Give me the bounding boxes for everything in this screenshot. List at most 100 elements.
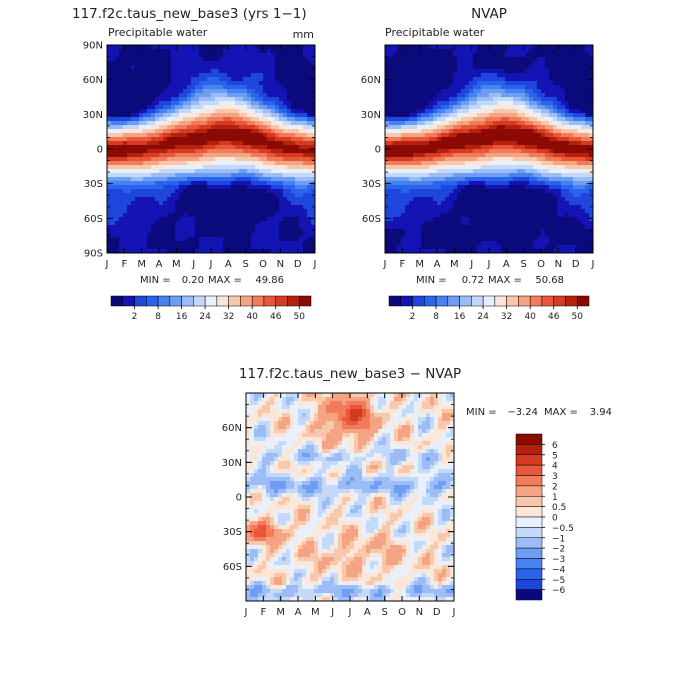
heat-cell <box>413 113 418 118</box>
heat-cell <box>489 77 494 82</box>
heat-cell <box>493 193 498 198</box>
heat-cell <box>429 149 434 154</box>
heat-cell <box>481 93 486 98</box>
heat-cell <box>405 249 410 253</box>
heat-cell <box>135 129 140 134</box>
heat-cell <box>243 89 248 94</box>
heat-cell <box>385 133 390 138</box>
heat-cell <box>155 73 160 78</box>
heat-cell <box>445 125 450 130</box>
heat-cell <box>127 241 132 246</box>
heat-cell <box>303 165 308 170</box>
heat-cell <box>537 81 542 86</box>
heat-cell <box>417 189 422 194</box>
heat-cell <box>275 113 280 118</box>
heat-cell <box>453 73 458 78</box>
heat-cell <box>159 213 164 218</box>
heat-cell <box>469 165 474 170</box>
heat-cell <box>311 149 315 154</box>
heat-cell <box>127 137 132 142</box>
heat-cell <box>477 137 482 142</box>
heat-cell <box>227 137 232 142</box>
heat-cell <box>275 129 280 134</box>
heat-cell <box>401 209 406 214</box>
heat-cell <box>529 217 534 222</box>
heat-cell <box>461 161 466 166</box>
heat-cell <box>429 201 434 206</box>
heat-cell <box>251 249 256 253</box>
heat-cell <box>465 193 470 198</box>
heat-cell <box>271 173 276 178</box>
heat-cell <box>235 85 240 90</box>
heat-cell <box>513 181 518 186</box>
heat-cell <box>163 205 168 210</box>
heat-cell <box>111 229 116 234</box>
heat-cell <box>251 217 256 222</box>
heat-cell <box>461 57 466 62</box>
heat-cell <box>255 121 260 126</box>
heat-cell <box>417 177 422 182</box>
heat-cell <box>307 245 312 250</box>
heat-cell <box>497 153 502 158</box>
heat-cell <box>207 133 212 138</box>
heat-cell <box>473 81 478 86</box>
heat-cell <box>409 53 414 58</box>
heat-cell <box>219 145 224 150</box>
heat-cell <box>299 149 304 154</box>
heat-cell <box>521 137 526 142</box>
heat-cell <box>239 241 244 246</box>
heat-cell <box>441 57 446 62</box>
heat-cell <box>163 229 168 234</box>
colorbar-swatch <box>169 295 182 307</box>
heat-cell <box>243 221 248 226</box>
heat-cell <box>231 77 236 82</box>
heat-cell <box>437 49 442 54</box>
heat-cell <box>445 89 450 94</box>
heat-cell <box>243 97 248 102</box>
heat-cell <box>175 69 180 74</box>
heat-cell <box>163 209 168 214</box>
heat-cell <box>179 209 184 214</box>
heat-cell <box>123 213 128 218</box>
heat-cell <box>299 73 304 78</box>
heat-cell <box>295 109 300 114</box>
heat-cell <box>171 245 176 250</box>
heat-cell <box>489 181 494 186</box>
heat-cell <box>179 89 184 94</box>
heat-cell <box>287 149 292 154</box>
heat-cell <box>299 217 304 222</box>
heat-cell <box>469 213 474 218</box>
heat-cell <box>239 133 244 138</box>
heat-cell <box>267 189 272 194</box>
heat-cell <box>119 161 124 166</box>
heat-cell <box>397 197 402 202</box>
heat-cell <box>521 169 526 174</box>
heat-cell <box>123 53 128 58</box>
heat-cell <box>155 169 160 174</box>
heat-cell <box>393 189 398 194</box>
heat-cell <box>537 233 542 238</box>
heat-cell <box>307 237 312 242</box>
heat-cell <box>291 97 296 102</box>
heat-cell <box>235 105 240 110</box>
heat-cell <box>425 221 430 226</box>
heat-cell <box>397 65 402 70</box>
heat-cell <box>413 121 418 126</box>
colorbar-label: 24 <box>199 312 211 322</box>
heat-cell <box>529 109 534 114</box>
heat-cell <box>203 205 208 210</box>
colorbar-label: 50 <box>294 312 306 322</box>
heat-cell <box>453 89 458 94</box>
heat-cell <box>199 189 204 194</box>
heat-cell <box>461 217 466 222</box>
heat-cell <box>147 77 152 82</box>
heat-cell <box>457 221 462 226</box>
heat-cell <box>211 141 216 146</box>
heat-cell <box>529 213 534 218</box>
heat-cell <box>255 181 260 186</box>
heat-cell <box>171 209 176 214</box>
heat-cell <box>239 205 244 210</box>
heat-cell <box>139 109 144 114</box>
heat-cell <box>493 145 498 150</box>
heat-cell <box>131 73 136 78</box>
